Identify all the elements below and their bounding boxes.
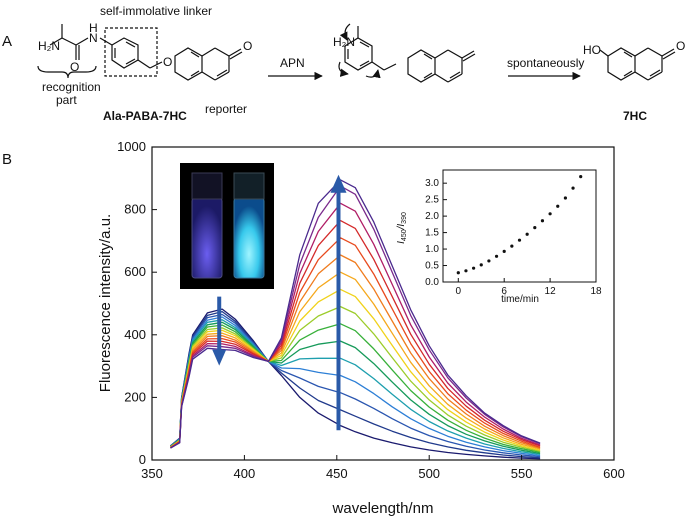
inset-data-point	[517, 238, 522, 242]
spectrum-line-7	[170, 323, 541, 453]
product-o-label: O	[676, 39, 685, 53]
inset-data-point	[533, 226, 537, 230]
inset-data-point	[464, 269, 468, 273]
inset-y-tick-label: 3.0	[425, 178, 439, 189]
inset-data-point	[479, 263, 483, 267]
inset-y-tick-label: 0.0	[425, 277, 439, 288]
x-tick-label: 600	[603, 466, 625, 481]
spectrum-line-5	[170, 319, 541, 456]
x-tick-label: 400	[234, 466, 256, 481]
spectrum-line-9	[170, 288, 541, 451]
substrate-structure	[37, 24, 243, 81]
substrate-name: Ala-PABA-7HC	[103, 109, 187, 123]
spectrum-line-2	[170, 310, 541, 459]
spectrum-line-13	[170, 219, 541, 449]
inset-x-tick-label: 18	[590, 286, 602, 297]
inset-y-tick-label: 2.0	[425, 211, 439, 222]
intermediate-amine-label: H₂N	[333, 35, 355, 49]
cuvettes-photo	[180, 163, 274, 289]
increase-arrow-head	[330, 174, 347, 193]
arrow-1-label: APN	[280, 56, 305, 70]
lactone-o-label: O	[243, 39, 252, 53]
product-ho-label: HO	[583, 43, 601, 57]
inset-x-tick-label: 12	[545, 286, 557, 297]
x-tick-label: 350	[141, 466, 163, 481]
inset-y-tick-label: 1.0	[425, 244, 439, 255]
inset-data-point	[510, 244, 514, 248]
inset-y-tick-label: 1.5	[425, 228, 439, 239]
inset-data-point	[579, 174, 583, 179]
spectrum-line-1	[170, 308, 541, 460]
inset-y-tick-label: 2.5	[425, 195, 439, 206]
decrease-arrow-head	[212, 349, 227, 366]
inset-data-point	[487, 259, 491, 263]
inset-x-tick-label: 6	[501, 286, 507, 297]
spectrum-line-8	[170, 305, 541, 452]
amide-n-label: N	[89, 31, 98, 45]
inset-data-point	[502, 249, 506, 253]
fluorescence-spectra-chart: 350 400 450 500 550 600 0 200 400 600 800 1000 wave…	[97, 139, 625, 517]
reaction-scheme: A	[2, 4, 685, 123]
spectrum-line-4	[170, 316, 541, 457]
inset-data-point	[571, 186, 575, 190]
inset-data-point	[540, 219, 545, 223]
x-tick-label: 550	[511, 466, 533, 481]
spectrum-line-14	[170, 202, 541, 449]
spectral-change-arrows	[212, 174, 347, 431]
y-tick-label: 0	[139, 452, 146, 467]
inset-data-point	[494, 254, 499, 258]
x-tick-label: 450	[326, 466, 348, 481]
recognition-label-1: recognition	[42, 80, 101, 94]
x-axis-title: wavelength/nm	[332, 500, 434, 517]
inset-y-tick-label: 0.5	[425, 261, 439, 272]
amide-h-label: H	[89, 21, 98, 35]
product-structure	[599, 47, 676, 81]
inset-data-point	[556, 204, 560, 208]
inset-frame	[442, 169, 597, 283]
recognition-label-2: part	[56, 93, 77, 107]
x-tick-label: 500	[418, 466, 440, 481]
inset-data-point	[563, 196, 568, 200]
y-tick-label: 1000	[117, 139, 146, 154]
ether-o-label: O	[163, 55, 172, 69]
inset-x-title: time/min	[501, 294, 539, 305]
y-axis-title: Fluorescence intensity/a.u.	[97, 214, 114, 392]
y-tick-label: 600	[124, 264, 146, 279]
spectrum-line-15	[170, 185, 541, 449]
spectrum-line-12	[170, 237, 541, 449]
y-tick-label: 200	[124, 389, 146, 404]
carbonyl-o-label: O	[70, 60, 79, 74]
amine-label: H₂N	[38, 39, 60, 53]
inset-y-title: I450/I390	[396, 212, 408, 244]
spectrum-line-6	[170, 321, 541, 455]
y-tick-label: 400	[124, 327, 146, 342]
spectrum-line-10	[170, 271, 541, 450]
inset-data-point	[525, 232, 529, 236]
panel-b-letter: B	[2, 151, 12, 168]
product-name: 7HC	[623, 109, 647, 123]
inset-data-point	[548, 212, 552, 216]
spectrum-line-16	[170, 179, 541, 449]
panel-a-letter: A	[2, 33, 12, 50]
y-tick-label: 800	[124, 202, 146, 217]
linker-label: self-immolative linker	[100, 4, 212, 18]
inset-data-point	[472, 266, 476, 270]
inset-data-point	[456, 271, 460, 275]
inset-x-tick-label: 0	[456, 286, 462, 297]
arrow-2-label: spontaneously	[507, 56, 584, 70]
ratio-inset-chart: 0 6 12 18 0.0 0.5 1.0 1.5 2.0 2.5 3.0 I450/I390 ti…	[396, 169, 602, 305]
spectrum-line-3	[170, 313, 541, 458]
reporter-label: reporter	[205, 102, 247, 116]
spectrum-line-11	[170, 254, 541, 449]
plot-frame	[151, 146, 615, 461]
intermediate-structure	[338, 23, 476, 83]
